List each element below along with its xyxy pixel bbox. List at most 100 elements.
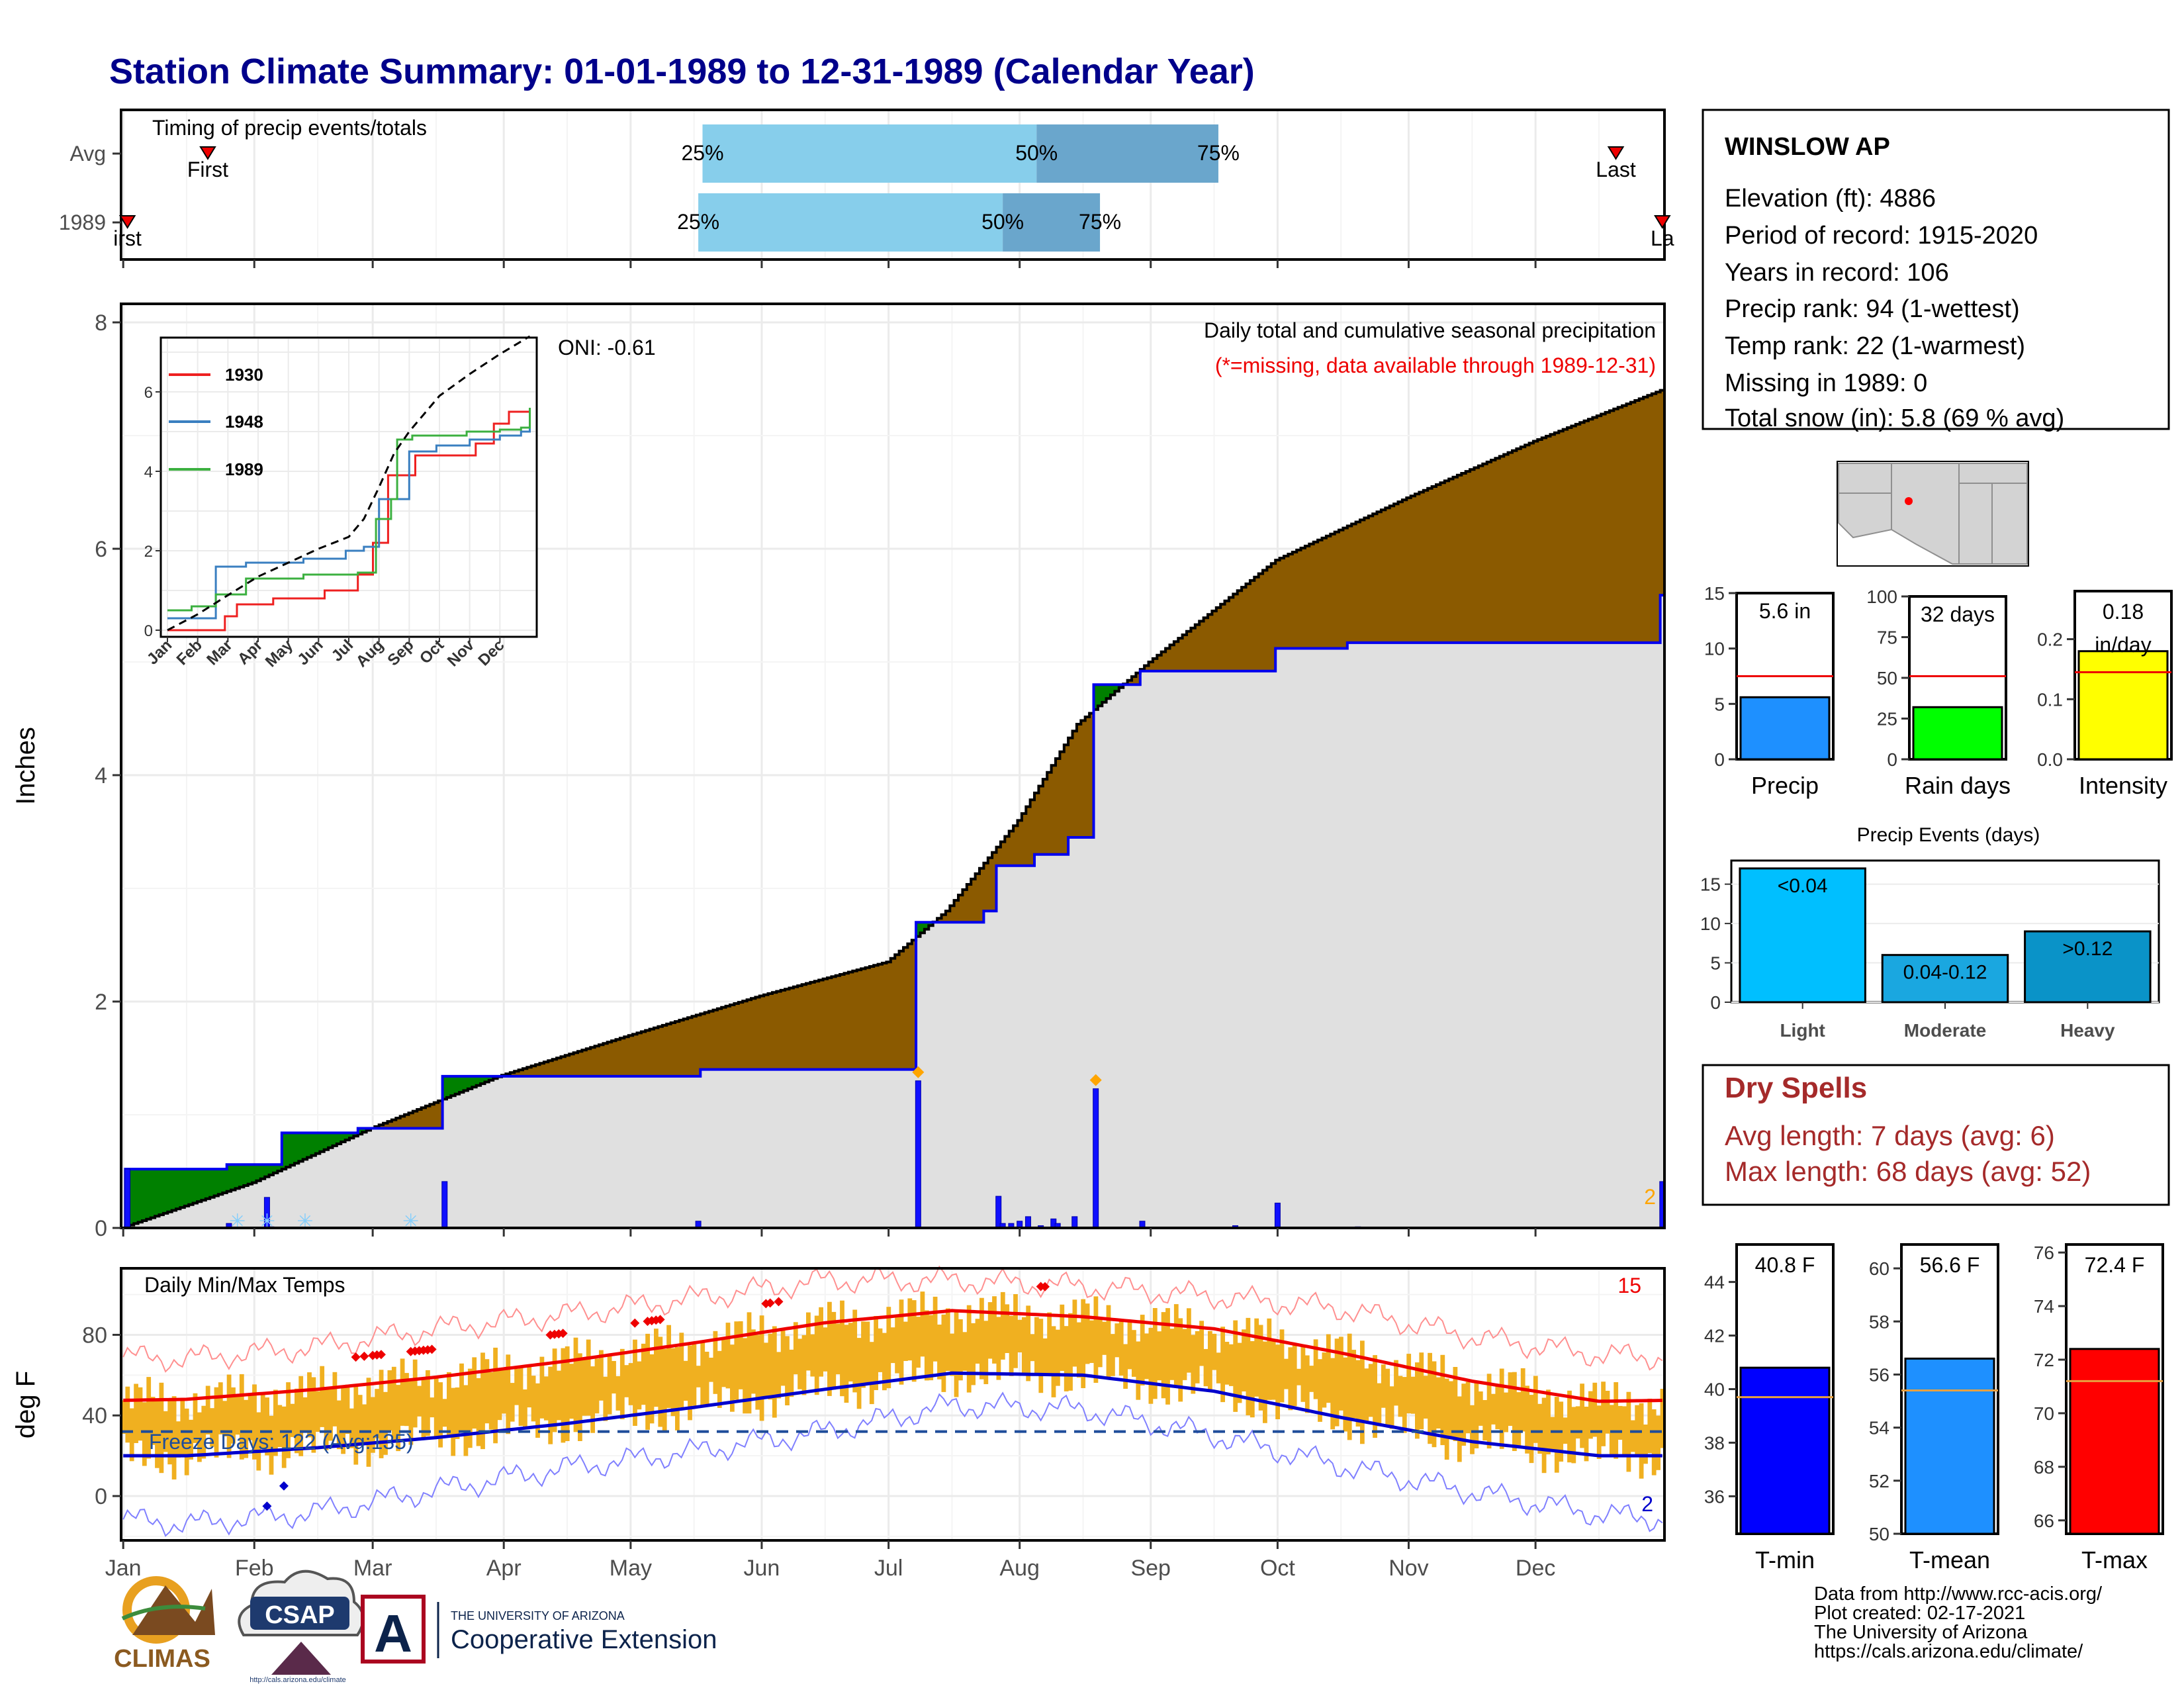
daily-temp-bar [1343,1357,1348,1432]
daily-temp-bar [235,1396,240,1435]
inset-y-tick-label: 4 [144,463,153,481]
summary-value-label: 56.6 F [1920,1253,1980,1277]
daily-temp-bar [1546,1389,1551,1455]
daily-temp-bar [1034,1317,1039,1375]
events-bars: <0.04 Light 0.04-0.12 Moderate >0.12 Heavy 0 5 1… [1700,859,2160,1041]
daily-precip-bar [441,1181,448,1229]
daily-temp-bar [421,1380,426,1440]
snow-marker: ✳ [229,1211,246,1233]
summary-x-label: Rain days [1905,772,2011,799]
daily-temp-bar [747,1312,752,1414]
y-tick-label: 44 [1704,1272,1725,1293]
daily-temp-bar [641,1343,646,1405]
daily-temp-bar [1410,1376,1416,1414]
y-tick-label: 50 [1869,1524,1889,1544]
timing-marker [118,215,136,229]
summary-value-label: 32 days [1921,602,1995,626]
daily-temp-bar [1042,1338,1048,1375]
daily-temp-bar [527,1364,532,1408]
daily-temp-bar [675,1347,680,1430]
daily-temp-bar [1432,1361,1437,1448]
footer-line-1: Data from http://www.rcc-acis.org/ [1814,1583,2103,1605]
y-tick-label: 0 [1714,749,1725,770]
summary-value-label: 72.4 F [2085,1253,2145,1277]
station-line-missing: Missing in 1989: 0 [1725,369,1927,397]
daily-temp-bar [1220,1327,1225,1403]
event-category-label: Light [1780,1020,1825,1041]
daily-temp-bar [248,1395,253,1440]
daily-temp-bar [1537,1403,1543,1454]
precip-panel-frame [120,303,1666,1229]
inset-y-tick-label: 2 [144,543,153,561]
daily-temp-bar [1428,1352,1432,1444]
precip-summary-bars: 0 5 10 15 5.6 in Precip 0 25 50 75 100 32 days Rain … [1704,583,2173,799]
event-bar-label: 0.04-0.12 [1903,962,1987,984]
daily-temp-bar [852,1309,858,1393]
daily-temp-bar [146,1377,152,1459]
daily-temp-bar [1060,1304,1065,1371]
daily-temp-bar [1580,1383,1584,1448]
daily-temp-bar [895,1315,899,1374]
daily-temp-bar [1123,1344,1128,1389]
daily-temp-bar [865,1321,870,1384]
inset-line-1948 [167,418,531,620]
summary-x-label: T-mean [1909,1546,1990,1573]
station-info-box: WINSLOW AP Elevation (ft): 4886 Period o… [1702,109,2170,432]
temp-panel: 0 40 80 deg F Daily Min/Max Temps Freeze D… [11,1265,1666,1542]
daily-temp-bar [780,1330,786,1386]
daily-temp-bar [734,1321,739,1400]
daily-temp-bar [1250,1341,1255,1418]
daily-temp-bar [1136,1341,1141,1400]
record-high-marker [630,1318,640,1328]
daily-temp-bar [1601,1382,1606,1446]
daily-temp-bar [971,1323,976,1385]
daily-temp-bar [1504,1392,1508,1432]
daily-temp-bar [1132,1330,1136,1377]
daily-temp-bar [1224,1342,1230,1385]
daily-temp-bar [1381,1364,1386,1408]
timing-pct-label: 75% [1079,210,1121,234]
map-state-borders [1839,463,2027,564]
timing-bar-lower [702,124,1037,183]
timing-row-label-avg: Avg [69,142,106,165]
daily-temp-bar [488,1372,494,1430]
y-tick-label: 66 [2034,1511,2054,1531]
daily-temp-bar [391,1366,396,1442]
daily-temp-bar [569,1364,574,1419]
month-label: Sep [1130,1556,1171,1581]
month-label: Jan [105,1556,142,1581]
daily-temp-bar [1089,1320,1094,1363]
daily-temp-bar [590,1366,595,1433]
record-high-marker [376,1350,386,1360]
record-min-line [122,1391,1663,1537]
daily-temp-bar [1030,1334,1035,1362]
daily-temp-bar [484,1359,490,1424]
daily-temp-bar [205,1385,210,1434]
events-title: Precip Events (days) [1857,824,2040,846]
daily-temp-bar [1178,1318,1183,1402]
daily-temp-bar [692,1344,697,1406]
daily-temp-bar [1097,1317,1103,1368]
daily-temp-bar [696,1366,701,1387]
daily-temp-bar [412,1359,418,1428]
inset-series-lines [167,335,531,632]
dry-spells-title: Dry Spells [1725,1072,1867,1104]
daily-temp-bar [357,1395,363,1445]
daily-temp-bar [379,1370,384,1458]
daily-temp-bar [565,1346,570,1441]
year-cumulative-area [121,595,1664,1228]
daily-temp-bar [1258,1325,1263,1411]
summary-bar [1912,706,2003,761]
daily-temp-bar [1512,1372,1517,1451]
month-label: Aug [999,1556,1040,1581]
precip-annotation-2: (*=missing, data available through 1989-… [1215,353,1656,377]
daily-temp-bar [814,1315,819,1395]
daily-temp-bar [1157,1331,1162,1381]
daily-temp-bar [1449,1381,1453,1439]
daily-temp-bar [649,1354,655,1424]
y-tick-label: 38 [1704,1432,1725,1453]
precip-events-chart: Precip Events (days) <0.04 Light 0.04-0.12… [1700,824,2160,1041]
daily-temp-bar [1026,1305,1031,1382]
daily-temp-bar [1118,1319,1124,1376]
daily-temp-bar [1334,1338,1340,1427]
